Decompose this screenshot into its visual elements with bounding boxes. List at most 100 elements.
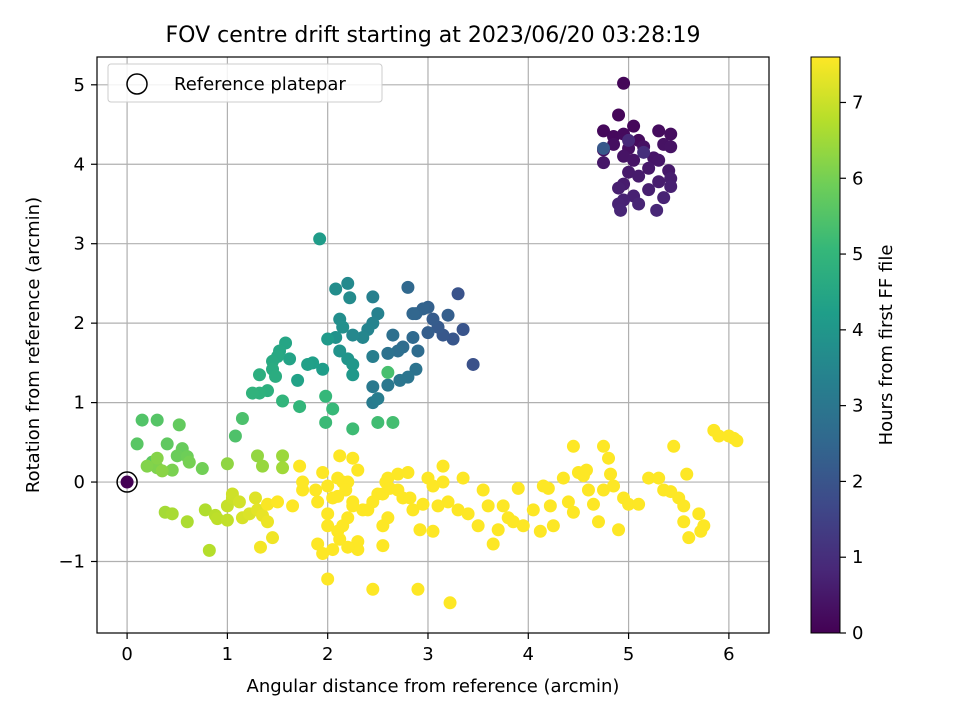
x-tick-label: 4 [523,644,534,665]
y-tick-label: 2 [74,313,85,334]
data-point [366,582,380,596]
data-point [331,471,345,485]
colorbar-tick-label: 1 [852,547,863,568]
legend-entry-label: Reference platepar [174,74,346,95]
y-axis: −1 0 1 2 3 4 5 [58,75,97,572]
data-point [371,307,385,321]
data-point [321,572,335,586]
data-point [471,519,485,533]
data-point [313,232,327,246]
data-point [130,437,144,451]
data-point [329,282,343,296]
data-point [293,459,307,473]
data-point [476,483,490,497]
data-point [622,165,636,179]
data-point [321,507,335,521]
data-point [566,439,580,453]
data-point [276,394,290,408]
data-point [155,464,169,478]
y-tick-label: 3 [74,234,85,255]
data-point [381,346,395,360]
data-point [421,326,435,340]
data-point [321,332,335,346]
data-point [250,449,264,463]
data-point [386,328,400,342]
data-point [712,429,726,443]
data-point [441,495,455,509]
data-point [642,183,656,197]
data-point [604,467,618,481]
data-point [436,475,450,489]
data-point [266,531,280,545]
data-point [381,365,395,379]
data-point [692,507,706,521]
data-point [333,344,347,358]
colorbar: 0 1 2 3 4 5 6 7 Hours from first FF file [810,56,897,644]
data-point [496,499,510,513]
data-point [182,455,196,469]
legend-marker-icon [126,73,148,95]
data-point [612,181,626,195]
y-tick-label: 5 [74,75,85,96]
data-point [170,449,184,463]
data-point [533,524,547,538]
data-point [451,287,465,301]
data-point [351,463,365,477]
data-point [311,537,325,551]
data-point [506,515,520,529]
reference-marker-group [116,471,138,493]
data-point [336,320,350,334]
data-point [248,491,262,505]
data-point [381,378,395,392]
data-point [255,459,269,473]
data-point [682,531,696,545]
data-point [632,169,646,183]
data-point [456,323,470,337]
data-point [632,497,646,511]
data-point [591,515,605,529]
data-point [526,503,540,517]
data-point [566,505,580,519]
data-point [150,413,164,427]
data-point [416,497,430,511]
data-point [730,434,744,448]
data-point [443,596,457,610]
y-tick-label: 4 [74,154,85,175]
data-point [283,352,297,366]
data-point [597,156,611,170]
data-point [271,495,285,509]
data-point [652,471,666,485]
data-point [333,449,347,463]
data-point [614,203,628,217]
data-point [346,328,360,342]
colorbar-tick-label: 5 [852,244,863,265]
data-point [140,459,154,473]
data-point [276,449,290,463]
data-point [276,461,290,475]
data-point [160,437,174,451]
data-point [371,392,385,406]
plot-frame [96,56,770,634]
data-point [627,153,641,167]
data-points [130,76,744,610]
data-point [426,524,440,538]
data-point [597,141,611,155]
data-point [293,400,307,414]
data-point [253,540,267,554]
data-point [381,471,395,485]
data-point [269,369,283,383]
data-point [652,124,666,138]
data-point [393,373,407,387]
data-point [165,463,179,477]
data-point [657,191,671,205]
data-point [376,539,390,553]
data-point [150,451,164,465]
data-point [291,373,305,387]
data-point [486,537,500,551]
x-axis: 0 1 2 3 4 5 6 [121,633,735,665]
legend-box [107,63,383,103]
data-point [195,462,209,476]
data-point [346,368,360,382]
data-point [541,481,555,495]
data-point [650,203,664,217]
